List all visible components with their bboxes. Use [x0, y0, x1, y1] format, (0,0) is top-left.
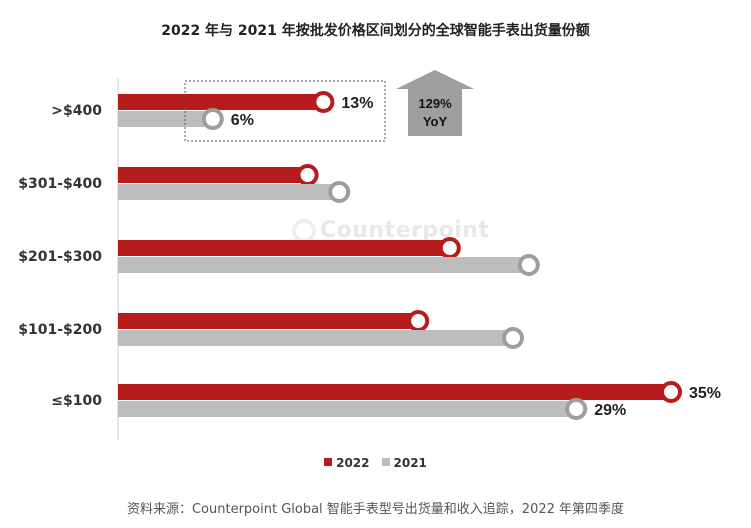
- data-label: 29%: [594, 402, 626, 419]
- watermark: Counterpoint: [292, 218, 489, 243]
- bar-2022: [118, 167, 308, 183]
- bar-2021: [118, 111, 213, 127]
- category-label: ≤$100: [51, 393, 102, 409]
- bar-2021: [118, 401, 577, 417]
- source-note: 资料来源：Counterpoint Global 智能手表型号出货量和收入追踪，…: [126, 502, 625, 517]
- bar-2021: [118, 257, 529, 273]
- bar-end-marker-2021: [328, 181, 351, 203]
- bar-end-marker-2022: [312, 91, 335, 113]
- legend-item-2021: 2021: [381, 456, 427, 470]
- category-label: $101-$200: [18, 322, 102, 338]
- legend: 2022 2021: [0, 456, 751, 470]
- callout-value: 129%: [418, 96, 452, 111]
- bar-2022: [118, 240, 450, 256]
- bar-2021: [118, 184, 340, 200]
- legend-label: 2021: [393, 456, 427, 470]
- legend-swatch: [381, 458, 390, 466]
- category-label: $201-$300: [18, 249, 102, 265]
- bar-end-marker-2022: [296, 164, 319, 186]
- up-arrow-icon: [396, 70, 474, 136]
- data-label: 6%: [231, 112, 254, 129]
- bar-end-marker-2022: [407, 310, 430, 332]
- bar-2021: [118, 330, 513, 346]
- highlight-box: [184, 80, 386, 142]
- bar-2022: [118, 384, 671, 400]
- data-label: 13%: [341, 95, 373, 112]
- bar-end-marker-2021: [565, 398, 588, 420]
- callout-unit: YoY: [423, 114, 448, 129]
- bar-end-marker-2021: [502, 327, 524, 349]
- data-label: 35%: [689, 385, 721, 402]
- bar-2022: [118, 94, 324, 110]
- bar-2022: [118, 313, 419, 329]
- category-label: $301-$400: [18, 176, 102, 192]
- legend-label: 2022: [336, 456, 370, 470]
- category-label: >$400: [51, 103, 102, 119]
- legend-item-2022: 2022: [324, 456, 370, 470]
- bar-end-marker-2022: [660, 381, 682, 403]
- chart-title: 2022 年与 2021 年按批发价格区间划分的全球智能手表出货量份额: [161, 23, 590, 39]
- bar-end-marker-2021: [517, 254, 540, 276]
- bar-end-marker-2022: [438, 237, 461, 259]
- bar-end-marker-2021: [201, 108, 224, 130]
- legend-swatch: [324, 458, 333, 466]
